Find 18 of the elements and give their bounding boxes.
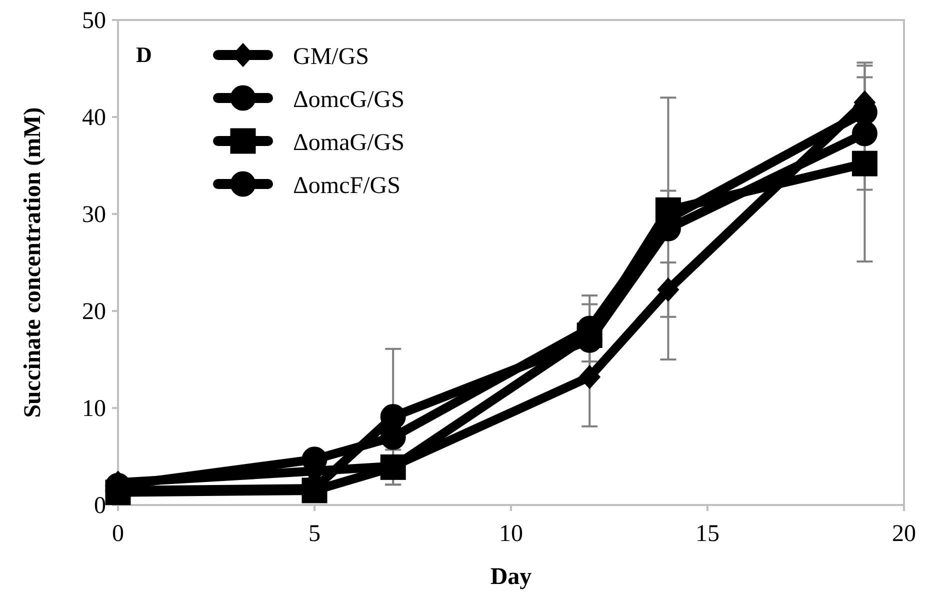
y-tick-label: 30	[82, 202, 106, 228]
y-tick-label: 10	[82, 396, 106, 422]
y-tick-label: 0	[94, 493, 106, 519]
x-tick-label: 5	[308, 521, 320, 547]
legend-label: ΔomcF/GS	[293, 173, 400, 199]
x-tick-label: 10	[499, 521, 523, 547]
y-tick-label: 40	[82, 105, 106, 131]
legend-label: ΔomaG/GS	[293, 130, 404, 156]
x-axis-title: Day	[490, 564, 532, 590]
legend-label: ΔomcG/GS	[293, 87, 404, 113]
y-tick-label: 20	[82, 299, 106, 325]
x-tick-label: 20	[892, 521, 916, 547]
y-axis-title: Succinate concentration (mM)	[20, 107, 46, 418]
x-tick-label: 0	[112, 521, 124, 547]
y-tick-label: 50	[82, 8, 106, 34]
annotation: D	[136, 42, 152, 67]
x-tick-label: 15	[696, 521, 720, 547]
legend-label: GM/GS	[293, 44, 370, 70]
